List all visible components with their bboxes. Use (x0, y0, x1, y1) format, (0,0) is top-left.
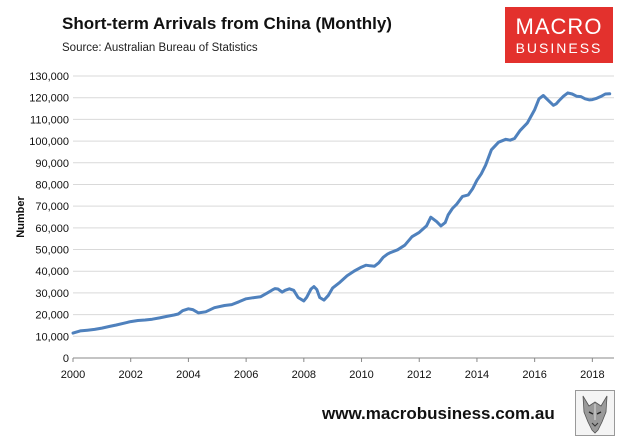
y-tick-label: 60,000 (35, 223, 69, 235)
logo-line-1: MACRO (515, 14, 603, 39)
y-tick-label: 70,000 (35, 201, 69, 213)
series-line (71, 91, 612, 335)
website-url: www.macrobusiness.com.au (322, 404, 555, 423)
logo-line-2: BUSINESS (515, 40, 603, 56)
y-tick-label: 40,000 (35, 266, 69, 278)
x-tick-label: 2012 (407, 369, 431, 381)
y-tick-label: 0 (63, 353, 69, 365)
macrobusiness-logo: MACRO BUSINESS (505, 7, 613, 63)
x-tick-label: 2014 (465, 369, 489, 381)
y-tick-label: 50,000 (35, 245, 69, 257)
y-tick-label: 100,000 (29, 136, 69, 148)
x-tick-label: 2006 (234, 369, 258, 381)
y-tick-label: 30,000 (35, 288, 69, 300)
y-tick-label: 80,000 (35, 179, 69, 191)
x-tick-label: 2016 (522, 369, 546, 381)
y-axis-title: Number (15, 196, 27, 238)
y-tick-label: 110,000 (30, 114, 69, 126)
wolf-mascot-icon (575, 390, 615, 436)
chart-title: Short-term Arrivals from China (Monthly) (62, 14, 392, 33)
x-tick-label: 2018 (580, 369, 604, 381)
y-tick-label: 120,000 (29, 93, 69, 105)
y-tick-label: 90,000 (35, 158, 69, 170)
x-tick-label: 2002 (118, 369, 142, 381)
chart-source: Source: Australian Bureau of Statistics (62, 42, 258, 54)
y-tick-label: 10,000 (35, 331, 69, 343)
y-tick-label: 130,000 (29, 71, 69, 83)
x-tick-label: 2004 (176, 369, 200, 381)
x-tick-label: 2000 (61, 369, 85, 381)
x-tick-label: 2008 (292, 369, 316, 381)
x-tick-label: 2010 (349, 369, 373, 381)
y-tick-label: 20,000 (35, 310, 69, 322)
